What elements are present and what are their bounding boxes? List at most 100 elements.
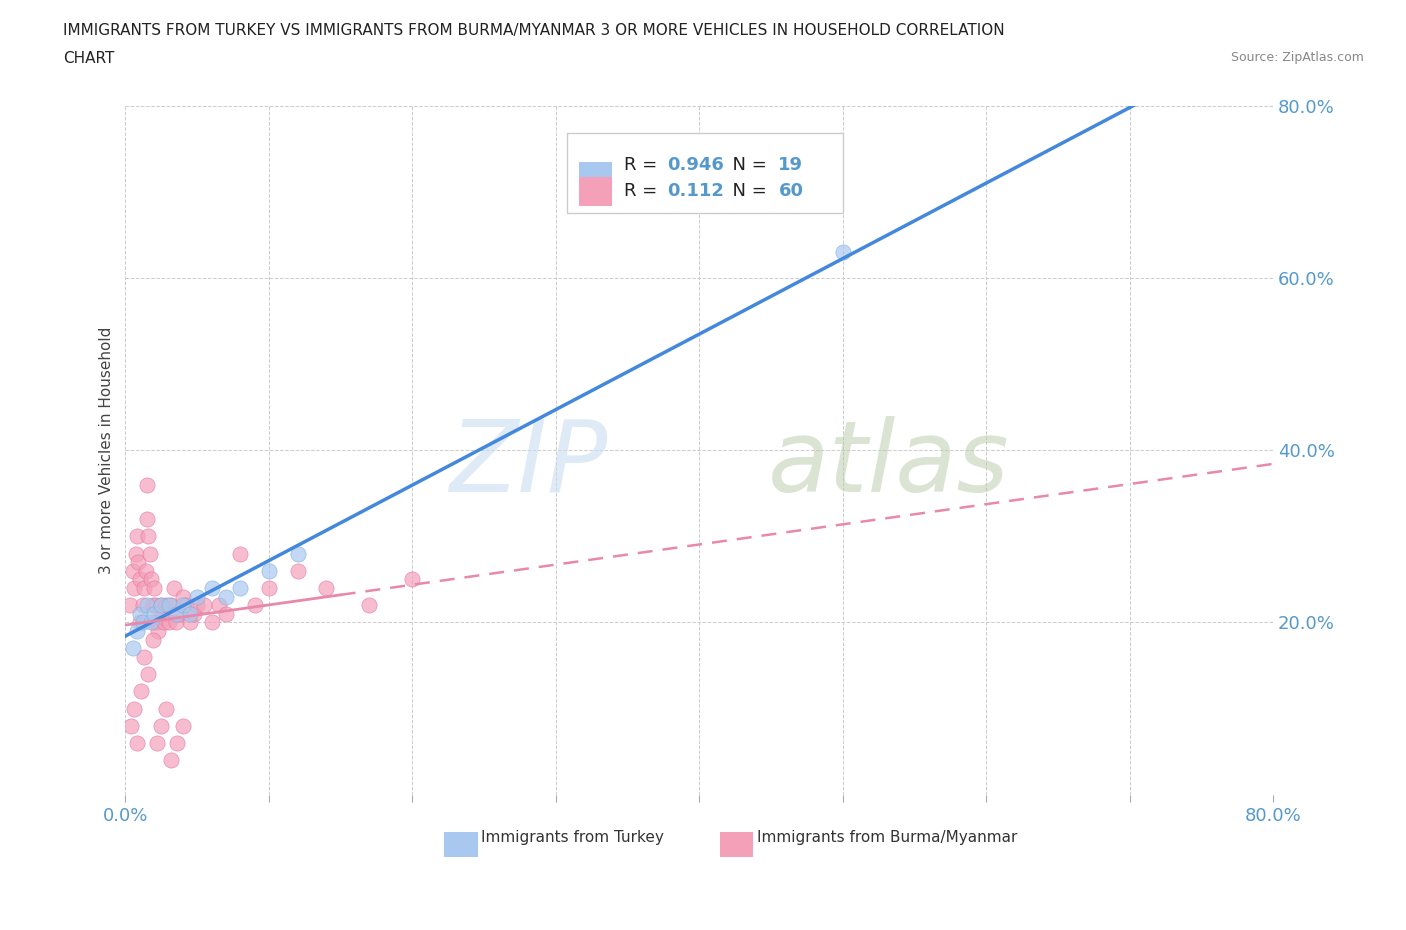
Point (145, 598, 167, 613)
Point (134, 580, 156, 595)
Point (128, 572, 150, 587)
Text: Immigrants from Turkey: Immigrants from Turkey (481, 830, 664, 845)
Point (125, 736, 148, 751)
Point (139, 546, 162, 561)
Point (150, 598, 173, 613)
Point (172, 718, 194, 733)
Point (186, 598, 208, 613)
Point (257, 564, 280, 578)
Text: IMMIGRANTS FROM TURKEY VS IMMIGRANTS FROM BURMA/MYANMAR 3 OR MORE VEHICLES IN HO: IMMIGRANTS FROM TURKEY VS IMMIGRANTS FRO… (63, 23, 1005, 38)
Point (153, 615, 176, 630)
FancyBboxPatch shape (579, 177, 612, 206)
Point (287, 564, 309, 578)
Point (124, 546, 146, 561)
Text: Source: ZipAtlas.com: Source: ZipAtlas.com (1230, 51, 1364, 64)
Point (229, 580, 252, 595)
Point (148, 624, 170, 639)
Text: 0.946: 0.946 (666, 155, 724, 174)
Point (152, 606, 174, 621)
Point (315, 580, 337, 595)
Point (150, 598, 173, 613)
Text: R =: R = (623, 182, 668, 200)
Point (131, 598, 153, 613)
Text: R =: R = (623, 155, 662, 174)
FancyBboxPatch shape (444, 832, 478, 857)
Point (215, 590, 238, 604)
Point (129, 684, 152, 698)
Point (169, 606, 191, 621)
Point (243, 598, 266, 613)
Point (125, 529, 148, 544)
Text: 0.112: 0.112 (666, 182, 724, 200)
Point (118, 598, 141, 613)
Point (200, 580, 222, 595)
Point (179, 606, 201, 621)
Point (183, 606, 205, 621)
Point (121, 564, 143, 578)
Point (215, 606, 238, 621)
Point (172, 598, 194, 613)
Point (172, 590, 194, 604)
Point (165, 606, 187, 621)
Text: atlas: atlas (768, 416, 1010, 512)
Point (179, 615, 201, 630)
Point (160, 753, 183, 768)
Point (200, 615, 222, 630)
Point (146, 736, 169, 751)
Point (229, 546, 252, 561)
Point (141, 615, 163, 630)
Point (138, 667, 160, 682)
Point (136, 512, 159, 526)
Point (122, 580, 145, 595)
Y-axis label: 3 or more Vehicles in Household: 3 or more Vehicles in Household (100, 326, 114, 574)
Point (143, 615, 166, 630)
Text: Immigrants from Burma/Myanmar: Immigrants from Burma/Myanmar (756, 830, 1017, 845)
Point (155, 598, 177, 613)
Point (136, 477, 159, 492)
FancyBboxPatch shape (567, 133, 842, 212)
Point (143, 606, 166, 621)
FancyBboxPatch shape (720, 832, 754, 857)
Point (166, 736, 188, 751)
FancyBboxPatch shape (579, 162, 612, 191)
Point (160, 598, 183, 613)
Point (131, 615, 153, 630)
Point (120, 718, 142, 733)
Text: CHART: CHART (63, 51, 115, 66)
Point (257, 580, 280, 595)
Text: 60: 60 (779, 182, 803, 200)
Point (157, 598, 180, 613)
Point (121, 641, 143, 656)
Point (135, 564, 157, 578)
Point (174, 598, 197, 613)
Point (134, 649, 156, 664)
Point (163, 580, 186, 595)
Point (287, 546, 309, 561)
Point (359, 598, 381, 613)
Point (141, 572, 163, 587)
Text: N =: N = (721, 155, 772, 174)
Point (128, 606, 150, 621)
Point (122, 701, 145, 716)
Point (125, 624, 148, 639)
Point (136, 598, 159, 613)
Point (142, 598, 165, 613)
Point (165, 615, 187, 630)
Point (143, 580, 166, 595)
Point (150, 718, 173, 733)
Point (138, 529, 160, 544)
Text: ZIP: ZIP (449, 416, 607, 512)
Point (831, 245, 853, 259)
Point (127, 555, 149, 570)
Point (186, 590, 208, 604)
Point (157, 615, 180, 630)
Point (142, 632, 165, 647)
Text: 19: 19 (779, 155, 803, 174)
Point (146, 615, 169, 630)
Point (155, 701, 177, 716)
Point (193, 598, 215, 613)
Point (128, 615, 150, 630)
Point (208, 598, 231, 613)
Point (401, 572, 423, 587)
Text: N =: N = (721, 182, 772, 200)
